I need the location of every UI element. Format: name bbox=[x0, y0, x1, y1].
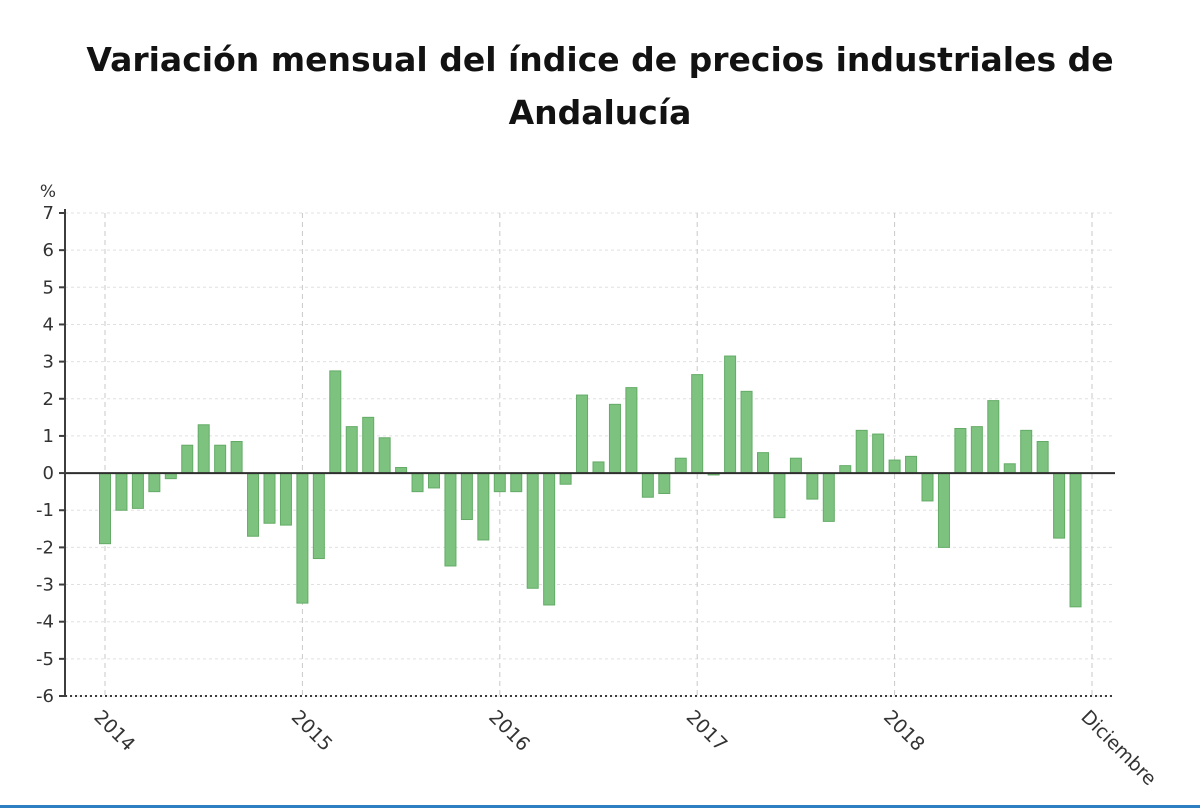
bar bbox=[839, 465, 852, 474]
bar bbox=[214, 444, 227, 474]
bar bbox=[279, 472, 292, 526]
bar bbox=[1036, 440, 1049, 474]
bar bbox=[888, 459, 901, 474]
bar bbox=[428, 472, 440, 489]
x-tick-label: Diciembre bbox=[1076, 706, 1160, 790]
bar bbox=[1069, 472, 1082, 608]
bar bbox=[658, 472, 671, 495]
x-tick-label: 2014 bbox=[89, 706, 139, 756]
y-tick-label: 5 bbox=[43, 277, 54, 298]
bar bbox=[822, 472, 835, 522]
bar bbox=[789, 457, 802, 474]
bar bbox=[1003, 463, 1016, 474]
bar bbox=[625, 387, 638, 474]
chart-title-line1: Variación mensual del índice de precios … bbox=[86, 40, 1114, 79]
bar bbox=[691, 374, 704, 474]
chart-area: 7 6 5 4 3 2 1 0 -1 -2 -3 -4 -5 -6% 2014 2015 2016 2017 201… bbox=[0, 168, 1200, 805]
bar bbox=[411, 472, 424, 493]
bar bbox=[115, 472, 128, 511]
y-tick-label: 3 bbox=[43, 352, 54, 373]
bar bbox=[773, 472, 786, 519]
bar bbox=[543, 472, 556, 606]
bar bbox=[477, 472, 490, 541]
bar bbox=[757, 452, 769, 474]
bar bbox=[263, 472, 276, 524]
y-tick-label: 1 bbox=[43, 426, 54, 447]
bar-chart: 7 6 5 4 3 2 1 0 -1 -2 -3 -4 -5 -6% 2014 2015 2016 2017 201… bbox=[36, 182, 1161, 790]
bar bbox=[855, 429, 868, 474]
y-axis-unit-label: % bbox=[40, 182, 56, 202]
bar bbox=[905, 455, 918, 474]
bar bbox=[987, 400, 1000, 474]
bar bbox=[872, 433, 885, 474]
y-tick-label: -4 bbox=[36, 612, 54, 633]
bar bbox=[510, 472, 523, 493]
bar bbox=[559, 472, 572, 485]
bar bbox=[608, 403, 621, 474]
bar bbox=[131, 472, 144, 509]
y-tick-label: 0 bbox=[43, 463, 54, 484]
bar bbox=[99, 472, 111, 545]
bar bbox=[674, 457, 687, 474]
bar bbox=[576, 394, 589, 474]
bar bbox=[641, 472, 654, 498]
bar bbox=[954, 427, 967, 474]
bar bbox=[1020, 429, 1033, 474]
bar bbox=[197, 424, 210, 474]
y-tick-label: -6 bbox=[36, 686, 54, 707]
bar bbox=[493, 472, 506, 493]
bar bbox=[592, 461, 605, 474]
bar bbox=[937, 472, 950, 548]
bar bbox=[362, 416, 375, 474]
bar bbox=[148, 472, 161, 493]
bar bbox=[460, 472, 473, 521]
y-tick-label: -5 bbox=[36, 649, 54, 670]
x-tick-label: 2015 bbox=[287, 706, 337, 756]
y-tick-label: -1 bbox=[36, 500, 54, 521]
chart-title: Variación mensual del índice de precios … bbox=[45, 34, 1155, 140]
bar bbox=[181, 444, 194, 474]
bar bbox=[740, 390, 753, 474]
bar bbox=[1053, 472, 1066, 539]
bar bbox=[724, 355, 737, 474]
y-tick-label: -3 bbox=[36, 575, 54, 596]
bar bbox=[312, 472, 325, 560]
bar bbox=[329, 370, 342, 474]
x-tick-label: 2016 bbox=[484, 706, 534, 756]
bar bbox=[345, 426, 358, 474]
bar bbox=[247, 472, 260, 537]
chart-title-line2: Andalucía bbox=[508, 92, 692, 132]
bar bbox=[444, 472, 457, 567]
y-tick-label: 6 bbox=[43, 240, 54, 261]
bar bbox=[378, 437, 391, 474]
bottom-accent-bar bbox=[0, 805, 1200, 808]
x-tick-label: 2018 bbox=[879, 706, 929, 756]
bar bbox=[296, 472, 309, 604]
bar bbox=[806, 472, 819, 500]
y-tick-label: 7 bbox=[43, 203, 54, 224]
bar bbox=[921, 472, 934, 502]
y-tick-label: -2 bbox=[36, 537, 54, 558]
bar bbox=[526, 472, 539, 589]
y-tick-label: 2 bbox=[43, 389, 54, 410]
y-tick-label: 4 bbox=[43, 314, 54, 335]
bar bbox=[230, 440, 243, 474]
x-tick-label: 2017 bbox=[682, 706, 732, 756]
bar bbox=[970, 426, 983, 474]
